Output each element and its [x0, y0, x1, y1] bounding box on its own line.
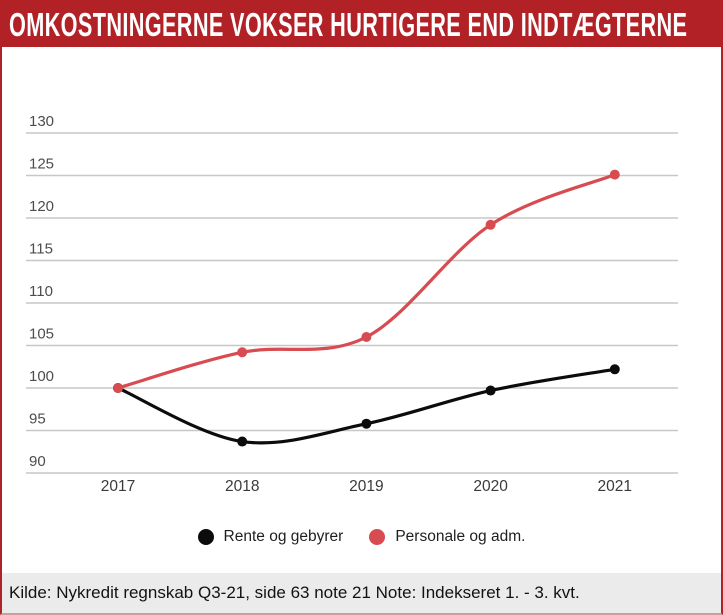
chart-legend: Rente og gebyrer Personale og adm.: [2, 524, 721, 550]
header-bar: OMKOSTNINGERNE VOKSER HURTIGERE END INDT…: [2, 2, 721, 47]
y-axis-tick-label: 95: [29, 411, 46, 428]
legend-dot-red: [369, 529, 386, 545]
y-axis-tick-label: 100: [29, 368, 54, 385]
y-axis-tick-label: 115: [29, 241, 53, 258]
data-point-marker: [361, 418, 372, 429]
legend-label: Rente og gebyrer: [223, 528, 344, 545]
y-axis-tick-label: 125: [29, 156, 54, 173]
source-bar: Kilde: Nykredit regnskab Q3-21, side 63 …: [2, 573, 721, 613]
x-axis-tick-label: 2020: [473, 478, 508, 495]
data-point-marker: [237, 347, 248, 358]
legend-item-personale-og-adm: Personale og adm.: [369, 528, 525, 546]
line-chart: 130 125 120 115 110 105 100 95 90 2017 2018 2019 202…: [26, 113, 678, 495]
data-point-marker: [361, 332, 372, 342]
y-axis-tick-label: 90: [29, 453, 46, 470]
x-axis-tick-label: 2019: [349, 478, 383, 495]
y-axis-tick-label: 120: [29, 198, 54, 215]
legend-item-rente-og-gebyrer: Rente og gebyrer: [197, 528, 344, 546]
x-axis-tick-label: 2021: [598, 478, 632, 495]
data-point-marker: [237, 436, 248, 447]
legend-label: Personale og adm.: [395, 528, 526, 545]
y-axis-tick-label: 110: [29, 283, 53, 300]
data-point-marker: [485, 219, 496, 230]
source-note-text: Kilde: Nykredit regnskab Q3-21, side 63 …: [9, 583, 580, 602]
chart-title: OMKOSTNINGERNE VOKSER HURTIGERE END INDT…: [9, 5, 688, 44]
y-axis-tick-label: 105: [29, 326, 54, 343]
data-point-marker: [609, 169, 620, 180]
series-line-rente-og-gebyrer: [116, 367, 617, 445]
data-point-marker: [485, 385, 496, 396]
x-axis-tick-label: 2017: [101, 478, 135, 495]
y-axis-tick-label: 130: [29, 113, 54, 130]
series-line-personale-og-adm-: [116, 173, 617, 390]
legend-dot-black: [197, 529, 214, 545]
data-point-marker: [609, 364, 620, 375]
data-point-marker: [113, 383, 123, 393]
x-axis-tick-label: 2018: [225, 478, 259, 495]
